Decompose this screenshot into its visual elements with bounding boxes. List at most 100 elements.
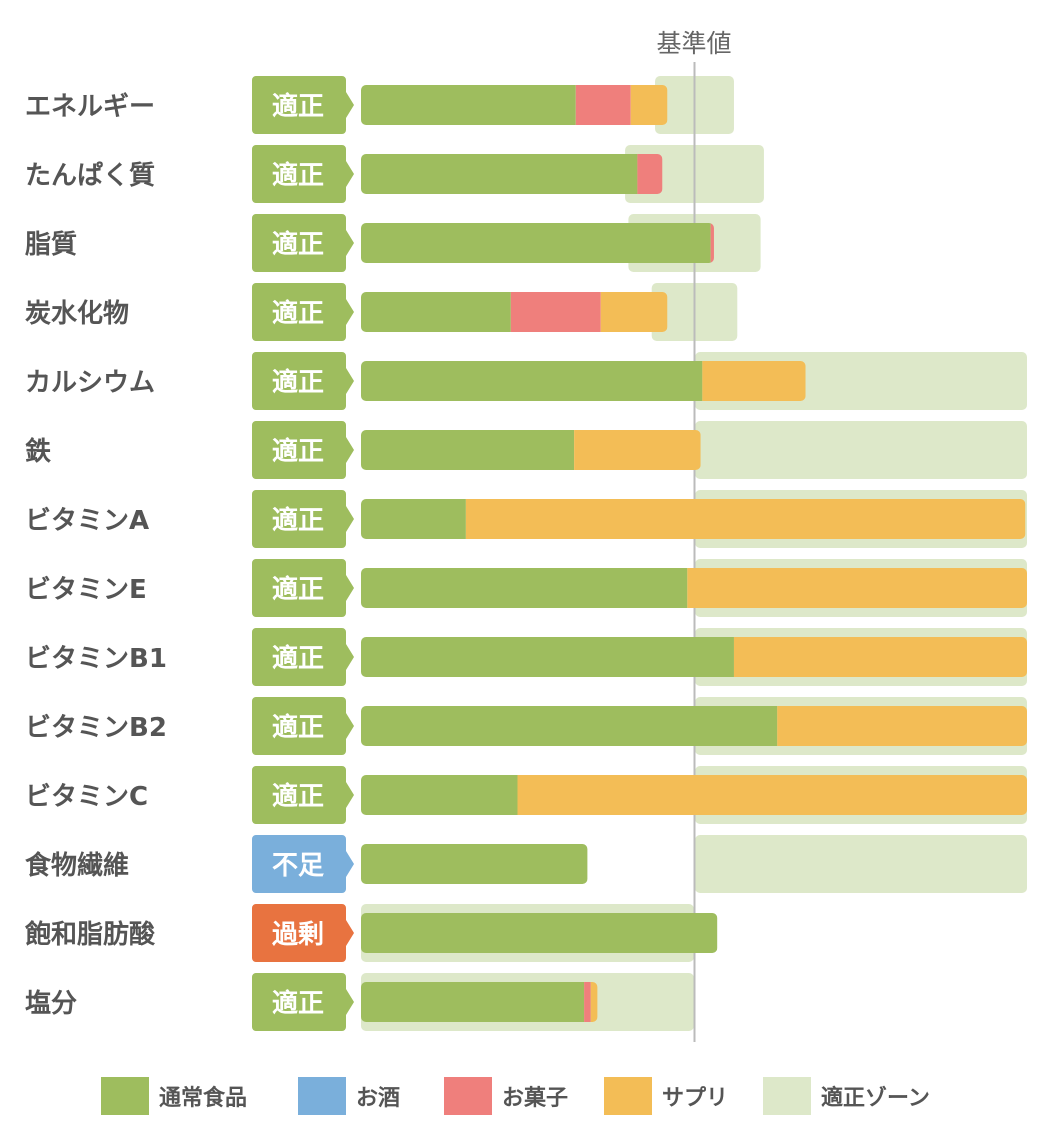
badge-shape [252,421,354,479]
bar-segment-サプリ [600,292,668,332]
status-badge: 適正 [252,628,354,686]
bar-segment-通常食品 [361,85,576,125]
stacked-bar [361,844,588,884]
badge-text: 適正 [272,436,324,467]
badge-text: 適正 [272,643,324,674]
badge-shape [252,835,354,893]
bar-segment-お菓子 [510,292,601,332]
legend-item: 通常食品 [101,1077,247,1115]
legend-swatch [101,1077,149,1115]
category-label: ビタミンE [25,575,147,605]
bar-segment-サプリ [517,775,1027,815]
bar-segment-通常食品 [361,982,585,1022]
bar-layer [361,85,1027,1022]
stacked-bar [361,775,1027,815]
badge-text: 適正 [272,988,324,1019]
stacked-bar [361,499,1026,539]
stacked-bar [361,223,714,263]
category-label: カルシウム [25,368,155,398]
bar-segment-通常食品 [361,292,511,332]
stacked-bar [361,154,663,194]
bar-segment-サプリ [687,568,1027,608]
legend-label: 通常食品 [159,1085,247,1111]
status-badge: 過剰 [252,904,354,962]
stacked-bar [361,361,806,401]
stacked-bar [361,568,1027,608]
badge-shape [252,766,354,824]
stacked-bar [361,430,701,470]
bar-segment-通常食品 [361,844,588,884]
status-badge: 適正 [252,766,354,824]
legend: 通常食品 お酒 お菓子 サプリ 適正ゾーン [101,1077,930,1115]
legend-item: サプリ [604,1077,728,1115]
reference-label: 基準値 [656,29,731,58]
badge-text: 過剰 [272,920,324,950]
bar-segment-サプリ [702,361,806,401]
bar-segment-通常食品 [361,706,778,746]
badge-text: 適正 [272,298,324,329]
bar-segment-通常食品 [361,361,703,401]
category-label: 炭水化物 [25,299,129,329]
status-badge: 適正 [252,283,354,341]
category-label: たんぱく質 [25,161,155,191]
category-label: ビタミンB2 [25,713,167,743]
category-label: 塩分 [25,989,77,1019]
stacked-bar [361,85,668,125]
badge-shape [252,559,354,617]
bar-segment-お菓子 [584,982,591,1022]
badge-text: 適正 [272,229,324,260]
badge-text: 適正 [272,781,324,812]
bar-segment-サプリ [465,499,1026,539]
bar-segment-お菓子 [710,223,714,263]
status-badge: 適正 [252,76,354,134]
bar-segment-サプリ [590,982,598,1022]
zone-band [695,421,1027,479]
legend-label: サプリ [662,1086,728,1111]
stacked-bar [361,913,718,953]
badge-shape [252,352,354,410]
bar-segment-お菓子 [637,154,663,194]
badge-shape [252,490,354,548]
status-badge: 適正 [252,214,354,272]
badge-text: 不足 [272,851,324,881]
category-label: 鉄 [25,436,51,467]
stacked-bar [361,706,1027,746]
bar-segment-サプリ [630,85,668,125]
badge-shape [252,697,354,755]
legend-item: お菓子 [444,1077,568,1115]
badge-text: 適正 [272,160,324,191]
legend-swatch [298,1077,346,1115]
category-label: ビタミンA [25,506,149,536]
badge-text: 適正 [272,574,324,605]
badge-shape [252,973,354,1031]
status-badge: 適正 [252,352,354,410]
badge-text: 適正 [272,91,324,122]
legend-label: お菓子 [502,1085,568,1111]
legend-swatch [444,1077,492,1115]
legend-label: 適正ゾーン [821,1085,930,1111]
badge-shape [252,628,354,686]
category-label: 飽和脂肪酸 [25,919,156,950]
status-badge: 適正 [252,490,354,548]
bar-segment-通常食品 [361,637,734,677]
status-badge: 適正 [252,697,354,755]
bar-segment-通常食品 [361,154,638,194]
badge-shape [252,283,354,341]
status-badge: 適正 [252,559,354,617]
legend-item: 適正ゾーン [763,1077,930,1115]
category-label: 脂質 [25,230,77,260]
legend-swatch [604,1077,652,1115]
stacked-bar [361,292,668,332]
stacked-bar [361,982,598,1022]
badge-shape [252,214,354,272]
status-badge: 適正 [252,973,354,1031]
bar-segment-通常食品 [361,913,718,953]
bar-segment-通常食品 [361,775,518,815]
status-badge: 適正 [252,421,354,479]
bar-segment-通常食品 [361,568,688,608]
category-label: 食物繊維 [25,850,129,881]
bar-segment-お菓子 [575,85,631,125]
